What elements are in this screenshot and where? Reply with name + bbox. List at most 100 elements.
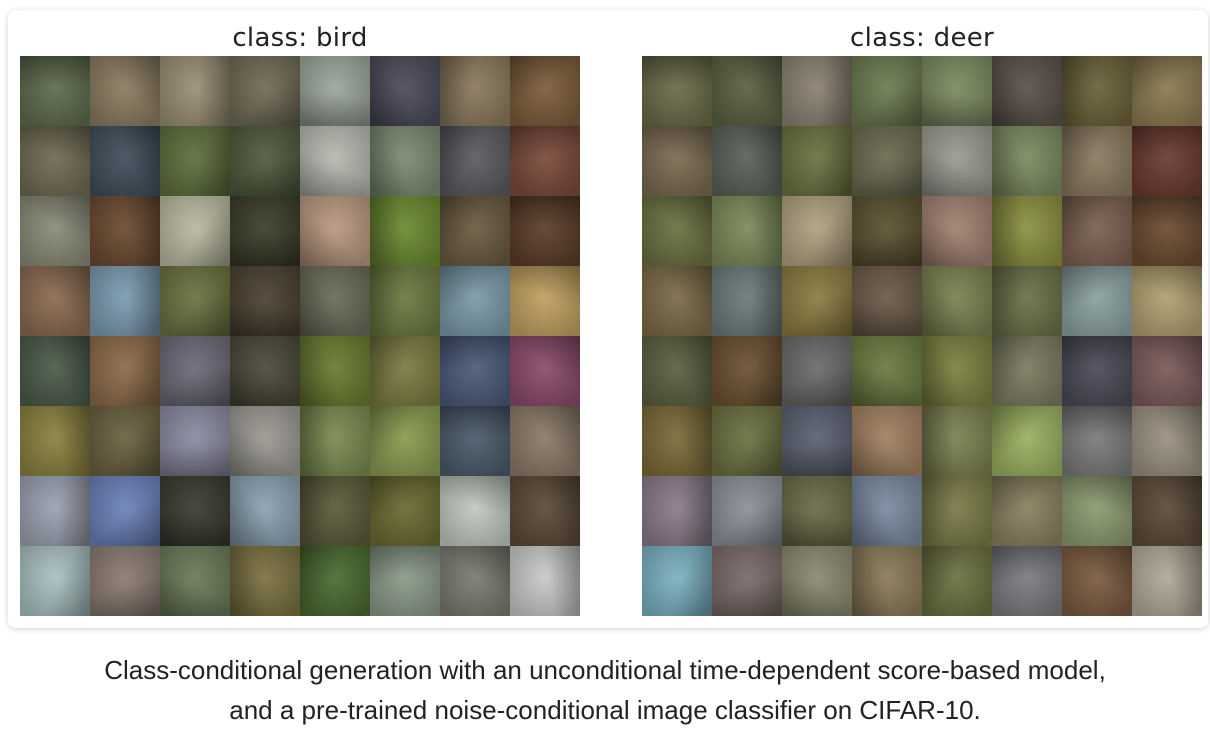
sample-image-tile <box>642 126 712 196</box>
sample-image-tile <box>712 196 782 266</box>
sample-image-tile <box>642 546 712 616</box>
sample-image-tile <box>440 476 510 546</box>
sample-image-tile <box>440 56 510 126</box>
sample-image-tile <box>230 336 300 406</box>
sample-image-tile <box>510 196 580 266</box>
sample-image-tile <box>1132 196 1202 266</box>
sample-image-tile <box>782 476 852 546</box>
sample-image-tile <box>852 476 922 546</box>
sample-image-tile <box>1132 56 1202 126</box>
sample-image-tile <box>1062 406 1132 476</box>
sample-image-tile <box>852 56 922 126</box>
sample-image-tile <box>20 126 90 196</box>
sample-image-tile <box>20 56 90 126</box>
sample-image-tile <box>992 546 1062 616</box>
sample-image-tile <box>510 266 580 336</box>
sample-image-tile <box>230 546 300 616</box>
sample-image-tile <box>300 196 370 266</box>
sample-image-tile <box>510 336 580 406</box>
sample-image-tile <box>922 336 992 406</box>
sample-image-tile <box>782 56 852 126</box>
sample-image-tile <box>922 126 992 196</box>
sample-image-tile <box>440 406 510 476</box>
sample-image-tile <box>782 406 852 476</box>
sample-image-tile <box>992 266 1062 336</box>
sample-image-tile <box>992 406 1062 476</box>
sample-image-tile <box>300 406 370 476</box>
sample-image-tile <box>1132 266 1202 336</box>
sample-image-tile <box>370 196 440 266</box>
sample-image-tile <box>922 196 992 266</box>
sample-image-tile <box>510 476 580 546</box>
deer-image-grid <box>642 56 1202 616</box>
sample-image-tile <box>642 336 712 406</box>
sample-image-tile <box>440 126 510 196</box>
sample-image-tile <box>160 56 230 126</box>
sample-image-tile <box>440 546 510 616</box>
sample-image-tile <box>922 406 992 476</box>
sample-image-tile <box>90 476 160 546</box>
sample-image-tile <box>712 126 782 196</box>
sample-image-tile <box>160 406 230 476</box>
figure-card: class: bird class: deer <box>8 10 1208 628</box>
sample-image-tile <box>992 56 1062 126</box>
sample-image-tile <box>852 126 922 196</box>
sample-image-tile <box>160 196 230 266</box>
sample-image-tile <box>642 406 712 476</box>
sample-image-tile <box>712 546 782 616</box>
sample-image-tile <box>852 546 922 616</box>
sample-image-tile <box>642 476 712 546</box>
caption-line-2: and a pre-trained noise-conditional imag… <box>229 695 981 725</box>
sample-image-tile <box>510 56 580 126</box>
sample-image-tile <box>1062 196 1132 266</box>
sample-image-tile <box>852 336 922 406</box>
sample-image-tile <box>230 56 300 126</box>
sample-image-tile <box>300 56 370 126</box>
sample-image-tile <box>1062 476 1132 546</box>
sample-image-tile <box>1062 126 1132 196</box>
caption-line-1: Class-conditional generation with an unc… <box>104 655 1106 685</box>
deer-panel-title: class: deer <box>849 23 995 53</box>
sample-image-tile <box>782 336 852 406</box>
sample-image-tile <box>1132 546 1202 616</box>
sample-image-tile <box>230 476 300 546</box>
sample-image-tile <box>20 266 90 336</box>
sample-image-tile <box>712 476 782 546</box>
sample-image-tile <box>922 476 992 546</box>
sample-image-tile <box>300 266 370 336</box>
sample-image-tile <box>370 266 440 336</box>
sample-image-tile <box>440 266 510 336</box>
sample-image-tile <box>160 126 230 196</box>
sample-image-tile <box>370 336 440 406</box>
sample-image-tile <box>370 476 440 546</box>
sample-image-tile <box>230 126 300 196</box>
sample-image-tile <box>20 336 90 406</box>
sample-image-tile <box>782 266 852 336</box>
sample-image-tile <box>1132 476 1202 546</box>
sample-image-tile <box>160 266 230 336</box>
sample-image-tile <box>712 56 782 126</box>
sample-image-tile <box>852 406 922 476</box>
sample-image-tile <box>922 56 992 126</box>
sample-image-tile <box>160 336 230 406</box>
sample-image-tile <box>90 56 160 126</box>
sample-image-tile <box>370 406 440 476</box>
sample-image-tile <box>1062 266 1132 336</box>
sample-image-tile <box>370 546 440 616</box>
deer-panel: class: deer <box>642 10 1202 616</box>
sample-image-tile <box>90 126 160 196</box>
sample-image-tile <box>1062 546 1132 616</box>
sample-image-tile <box>370 126 440 196</box>
sample-image-tile <box>1062 56 1132 126</box>
sample-image-tile <box>510 406 580 476</box>
sample-image-tile <box>230 266 300 336</box>
sample-image-tile <box>1132 126 1202 196</box>
sample-image-tile <box>1132 406 1202 476</box>
sample-image-tile <box>992 476 1062 546</box>
sample-image-tile <box>300 126 370 196</box>
sample-image-tile <box>370 56 440 126</box>
sample-image-tile <box>90 266 160 336</box>
sample-image-tile <box>20 546 90 616</box>
sample-image-tile <box>992 126 1062 196</box>
sample-image-tile <box>712 406 782 476</box>
